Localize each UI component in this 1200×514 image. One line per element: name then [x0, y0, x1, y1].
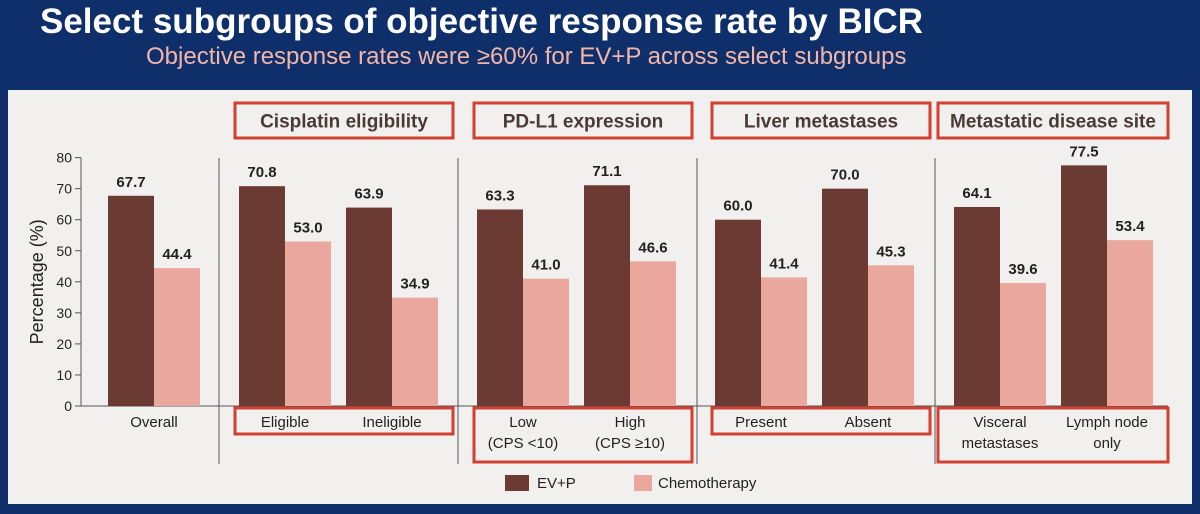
- bar-chemotherapy: [154, 268, 200, 406]
- bar-evp: [1061, 165, 1107, 406]
- data-label: 53.4: [1115, 218, 1145, 235]
- category-label: Ineligible: [362, 414, 421, 431]
- data-label: 64.1: [962, 185, 991, 202]
- bar-evp: [584, 185, 630, 406]
- slide-title: Select subgroups of objective response r…: [40, 2, 923, 41]
- data-label: 34.9: [400, 276, 429, 293]
- data-label: 63.3: [485, 187, 514, 204]
- category-label-box: [233, 406, 455, 436]
- bar-evp: [822, 188, 868, 406]
- bar-evp: [346, 207, 392, 406]
- category-label: (CPS ≥10): [595, 435, 665, 452]
- bar-chemotherapy: [868, 265, 914, 406]
- y-tick-label: 50: [56, 243, 72, 259]
- category-label: Present: [735, 414, 788, 431]
- y-tick-label: 30: [56, 305, 72, 321]
- slide-header: Select subgroups of objective response r…: [0, 0, 1200, 90]
- bar-chemotherapy: [1000, 283, 1046, 406]
- category-label: Low: [509, 414, 537, 431]
- bar-chemotherapy: [1107, 240, 1153, 406]
- y-tick-label: 60: [56, 212, 72, 228]
- bar-evp: [239, 186, 285, 406]
- data-label: 46.6: [638, 239, 667, 256]
- category-label: only: [1093, 435, 1121, 452]
- group-header-box: [710, 101, 932, 140]
- legend-swatch: [634, 475, 652, 491]
- bar-evp: [715, 219, 761, 406]
- legend-swatch: [505, 475, 529, 491]
- bar-chemotherapy: [523, 278, 569, 406]
- category-label: Eligible: [261, 414, 309, 431]
- category-label: High: [615, 414, 646, 431]
- category-label-box: [936, 406, 1170, 464]
- slide-subtitle: Objective response rates were ≥60% for E…: [146, 43, 907, 70]
- data-label: 70.0: [830, 167, 859, 184]
- data-label: 77.5: [1069, 143, 1098, 160]
- bar-chart: 0 10 20 30 40 50 60 70 80 Percentage (%) 67.7 44.4 O…: [27, 101, 1170, 492]
- data-label: 71.1: [592, 163, 621, 180]
- y-axis-label: Percentage (%): [27, 219, 47, 344]
- bar-chemotherapy: [761, 277, 807, 406]
- data-label: 39.6: [1008, 261, 1037, 278]
- data-label: 41.4: [769, 255, 799, 272]
- data-label: 60.0: [723, 198, 752, 215]
- group-header-box: [233, 101, 455, 140]
- group-header-box: [472, 101, 694, 140]
- category-label: metastases: [962, 435, 1039, 452]
- data-label: 41.0: [531, 257, 560, 274]
- bar-chemotherapy: [285, 241, 331, 406]
- y-tick-label: 70: [56, 181, 72, 197]
- group-header: Metastatic disease site: [950, 112, 1156, 133]
- category-label-box: [710, 406, 932, 436]
- bar-chemotherapy: [392, 297, 438, 406]
- y-tick-label: 0: [64, 398, 72, 414]
- category-label: (CPS <10): [488, 435, 558, 452]
- group-header: Cisplatin eligibility: [260, 112, 428, 133]
- legend-label: Chemotherapy: [658, 475, 757, 492]
- chart-panel: 0 10 20 30 40 50 60 70 80 Percentage (%) 67.7 44.4 O…: [8, 90, 1192, 504]
- group-header: Liver metastases: [744, 112, 898, 133]
- category-label: Visceral: [973, 414, 1026, 431]
- y-tick-label: 80: [56, 150, 72, 166]
- group-header-box: [936, 101, 1170, 140]
- group-header: PD-L1 expression: [503, 112, 664, 133]
- data-label: 63.9: [354, 186, 383, 203]
- category-label: Lymph node: [1066, 414, 1148, 431]
- y-tick-label: 20: [56, 336, 72, 352]
- y-tick-label: 10: [56, 367, 72, 383]
- data-label: 70.8: [247, 164, 276, 181]
- y-tick-label: 40: [56, 274, 72, 290]
- data-label: 44.4: [162, 246, 192, 263]
- category-label-box: [472, 406, 694, 464]
- category-label: Overall: [130, 414, 178, 431]
- bar-evp: [477, 209, 523, 406]
- data-label: 67.7: [116, 174, 145, 191]
- legend-label: EV+P: [537, 475, 576, 492]
- bar-evp: [108, 195, 154, 406]
- data-label: 45.3: [876, 243, 905, 260]
- data-label: 53.0: [293, 219, 322, 236]
- bar-evp: [954, 206, 1000, 406]
- category-label: Absent: [845, 414, 893, 431]
- bar-chemotherapy: [630, 261, 676, 406]
